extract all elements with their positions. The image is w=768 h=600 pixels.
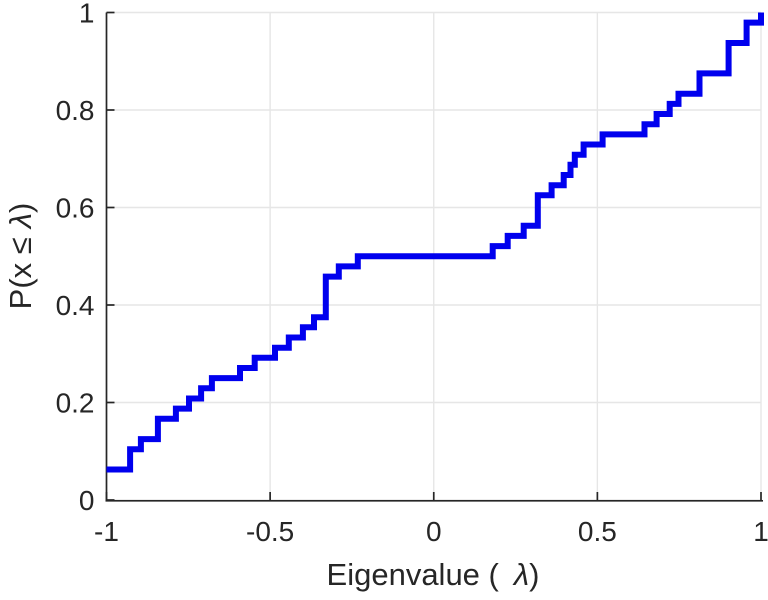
x-tick-label: 0 bbox=[426, 516, 442, 547]
y-tick-label: 0.6 bbox=[56, 193, 95, 224]
y-tick-label: 0.2 bbox=[56, 388, 95, 419]
y-axis-label-text: P(x ≤ bbox=[3, 237, 38, 309]
lambda-symbol: λ bbox=[512, 557, 529, 592]
ecdf-step-line bbox=[106, 12, 764, 473]
lambda-symbol: λ bbox=[3, 213, 38, 230]
x-tick-label: -1 bbox=[94, 516, 119, 547]
y-tick-label: 0 bbox=[79, 485, 95, 516]
y-tick-label: 0.8 bbox=[56, 95, 95, 126]
y-tick-labels: 0 0.2 0.4 0.6 0.8 1 bbox=[56, 0, 95, 516]
x-axis-label: Eigenvalue ( λ) bbox=[327, 557, 540, 592]
y-tick-label: 0.4 bbox=[56, 290, 95, 321]
x-tick-label: 0.5 bbox=[578, 516, 617, 547]
x-tick-label: -0.5 bbox=[246, 516, 294, 547]
y-axis-label-close: ) bbox=[3, 203, 38, 213]
axis-ticks bbox=[105, 11, 762, 501]
y-axis-label: P(x ≤ λ) bbox=[3, 203, 38, 310]
x-axis-label-text: Eigenvalue ( bbox=[327, 557, 500, 592]
axes bbox=[105, 12, 763, 502]
x-axis-label-close: ) bbox=[529, 557, 539, 592]
x-tick-label: 1 bbox=[753, 516, 768, 547]
y-tick-label: 1 bbox=[79, 0, 95, 29]
x-tick-labels: -1 -0.5 0 0.5 1 bbox=[94, 516, 768, 547]
